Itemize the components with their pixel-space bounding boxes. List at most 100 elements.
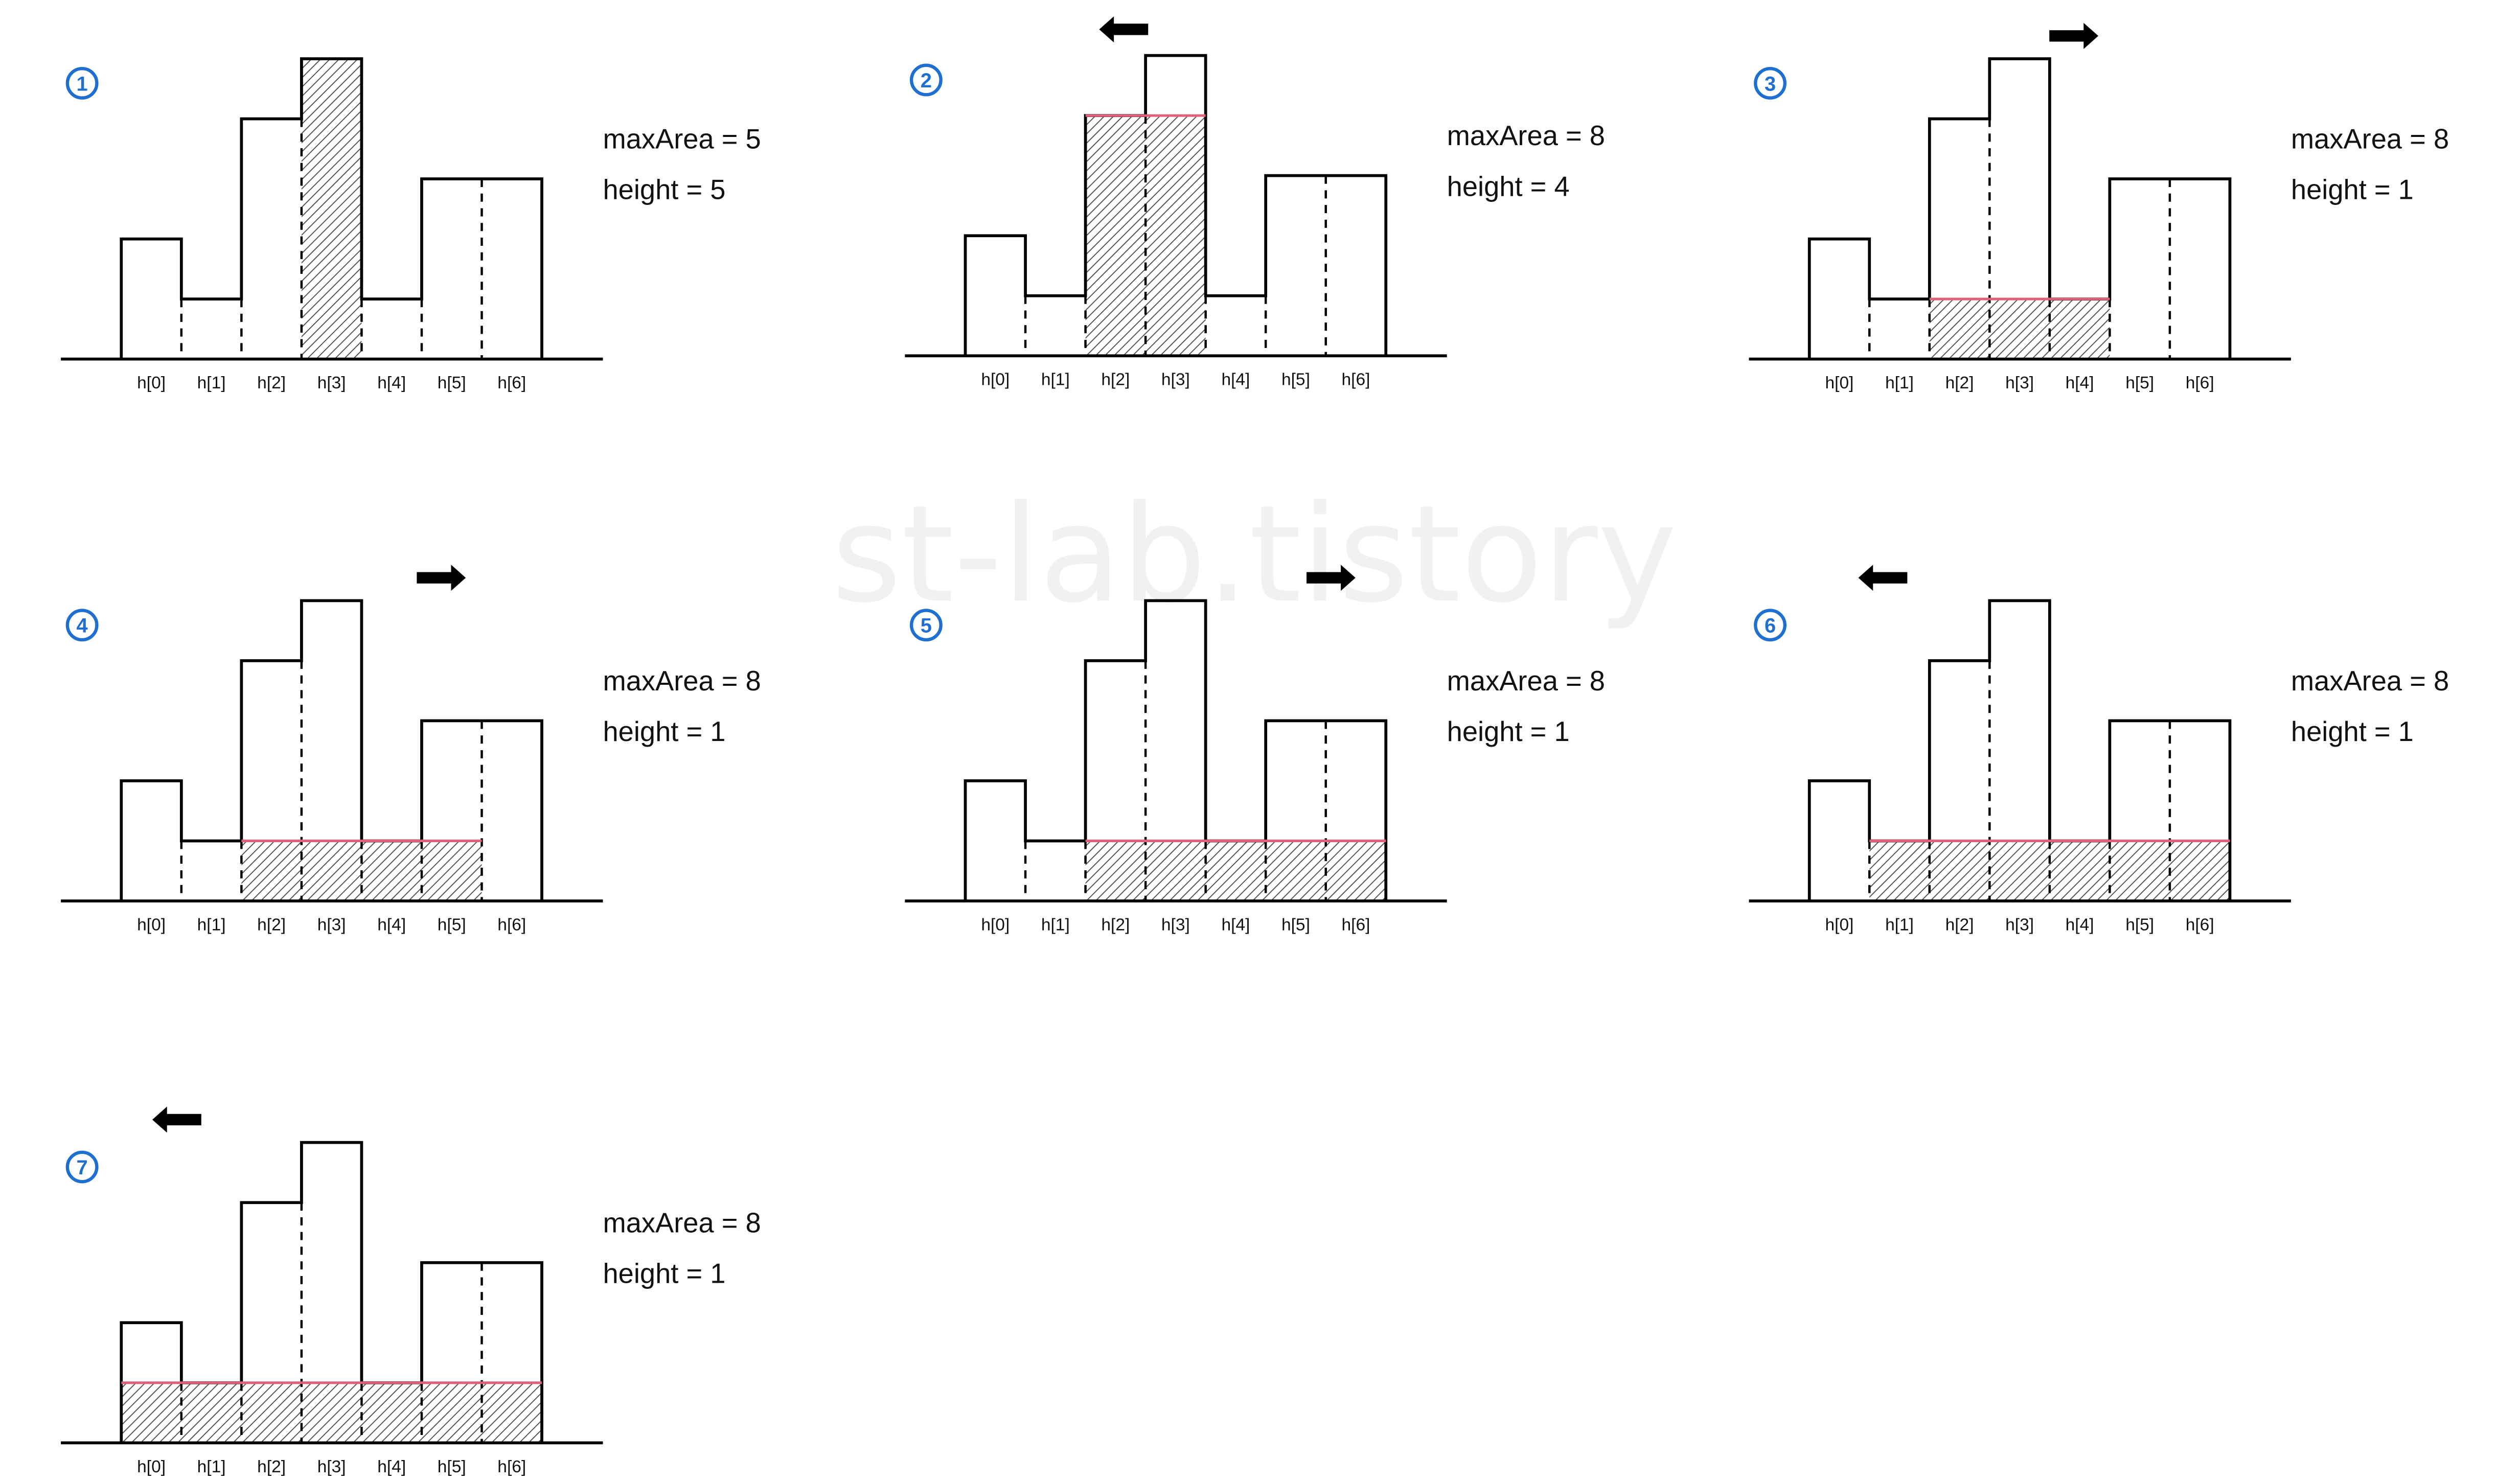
step-panel-2: h[0] h[1] h[2] h[3] h[4] h[5] h[6] 2 maxArea = 8… bbox=[905, 16, 1605, 389]
bar-label: h[2] bbox=[1101, 371, 1130, 389]
bar-label: h[2] bbox=[1945, 915, 1974, 934]
shaded-area bbox=[121, 1382, 542, 1443]
step-badge bbox=[65, 609, 99, 642]
step-number: 7 bbox=[77, 1156, 88, 1179]
bar-label: h[1] bbox=[1041, 371, 1070, 389]
bar-label: h[4] bbox=[377, 374, 406, 392]
step-panel-1: h[0] h[1] h[2] h[3] h[4] h[5] h[6] 1 maxArea = 5… bbox=[61, 57, 761, 392]
bar-label: h[4] bbox=[2066, 374, 2094, 392]
bar-label: h[0] bbox=[981, 371, 1010, 389]
bar-label: h[1] bbox=[1041, 915, 1070, 934]
step-badge bbox=[65, 66, 99, 100]
bar-label: h[5] bbox=[438, 915, 466, 934]
bars-outline bbox=[120, 599, 543, 901]
arrow-right-icon bbox=[1307, 565, 1356, 591]
bar-label: h[1] bbox=[1885, 374, 1914, 392]
bar-label: h[0] bbox=[1825, 374, 1854, 392]
height-text: height = 4 bbox=[1447, 171, 1570, 202]
bar-label: h[2] bbox=[1101, 915, 1130, 934]
height-text: height = 1 bbox=[603, 716, 725, 747]
step-number: 3 bbox=[1765, 73, 1776, 95]
bars-outline bbox=[1807, 57, 2232, 359]
max-area-text: maxArea = 8 bbox=[2291, 124, 2449, 155]
step-number: 6 bbox=[1765, 615, 1776, 637]
max-area-text: maxArea = 8 bbox=[1447, 665, 1605, 697]
arrow-right-icon bbox=[417, 565, 466, 591]
bar-label: h[0] bbox=[981, 915, 1010, 934]
bars-outline bbox=[120, 1141, 543, 1443]
bars-outline bbox=[964, 599, 1388, 901]
step-panel-6: h[0] h[1] h[2] h[3] h[4] h[5] h[6] 6 maxArea = 8… bbox=[1749, 565, 2449, 934]
bar-label: h[1] bbox=[197, 374, 226, 392]
bar-label: h[5] bbox=[2125, 915, 2154, 934]
bar-label: h[1] bbox=[1885, 915, 1914, 934]
height-text: height = 1 bbox=[1447, 716, 1570, 747]
step-panel-7: h[0] h[1] h[2] h[3] h[4] h[5] h[6] 7 maxArea = 8… bbox=[61, 1106, 761, 1476]
bar-label: h[0] bbox=[137, 374, 166, 392]
height-text: height = 5 bbox=[603, 174, 725, 205]
bar-label: h[5] bbox=[438, 1457, 466, 1476]
step-panel-5: h[0] h[1] h[2] h[3] h[4] h[5] h[6] 5 maxArea = 8… bbox=[905, 565, 1605, 934]
bar-label: h[2] bbox=[257, 374, 286, 392]
bar-label: h[5] bbox=[1281, 915, 1310, 934]
bar-label: h[5] bbox=[1281, 371, 1310, 389]
bars-outline bbox=[120, 57, 543, 359]
arrow-left-icon bbox=[1099, 16, 1149, 43]
bar-label: h[3] bbox=[317, 1457, 346, 1476]
max-area-text: maxArea = 5 bbox=[603, 124, 761, 155]
bar-label: h[2] bbox=[257, 915, 286, 934]
bar-label: h[1] bbox=[197, 1457, 226, 1476]
bar-label: h[6] bbox=[2186, 915, 2214, 934]
max-area-text: maxArea = 8 bbox=[2291, 665, 2449, 697]
step-badge bbox=[909, 63, 943, 97]
bar-label: h[0] bbox=[137, 1457, 166, 1476]
bar-label: h[1] bbox=[197, 915, 226, 934]
step-number: 2 bbox=[921, 70, 932, 92]
max-area-text: maxArea = 8 bbox=[1447, 120, 1605, 151]
bars-outline bbox=[1807, 599, 2232, 901]
bar-label: h[3] bbox=[1161, 371, 1190, 389]
step-badge bbox=[909, 609, 943, 642]
bar-label: h[6] bbox=[497, 374, 526, 392]
bar-label: h[6] bbox=[1342, 371, 1370, 389]
bar-label: h[4] bbox=[377, 915, 406, 934]
watermark: st-lab.tistory bbox=[832, 476, 1677, 632]
max-area-text: maxArea = 8 bbox=[603, 665, 761, 697]
step-panel-3: h[0] h[1] h[2] h[3] h[4] h[5] h[6] 3 maxArea = 8… bbox=[1749, 22, 2449, 392]
step-badge bbox=[1754, 609, 1787, 642]
shaded-area bbox=[301, 58, 362, 359]
bar-label: h[4] bbox=[2066, 915, 2094, 934]
bar-label: h[3] bbox=[2005, 915, 2034, 934]
bar-label: h[3] bbox=[2005, 374, 2034, 392]
shaded-area bbox=[1929, 299, 2110, 359]
bar-label: h[6] bbox=[1342, 915, 1370, 934]
bar-label: h[0] bbox=[1825, 915, 1854, 934]
bar-label: h[6] bbox=[2186, 374, 2214, 392]
step-panel-4: h[0] h[1] h[2] h[3] h[4] h[5] h[6] 4 maxArea = 8… bbox=[61, 565, 761, 934]
bar-label: h[4] bbox=[377, 1457, 406, 1476]
bar-label: h[3] bbox=[1161, 915, 1190, 934]
height-text: height = 1 bbox=[2291, 174, 2414, 205]
arrow-left-icon bbox=[152, 1106, 201, 1133]
bar-label: h[2] bbox=[1945, 374, 1974, 392]
bar-label: h[4] bbox=[1221, 371, 1250, 389]
step-badge bbox=[65, 1150, 99, 1184]
arrow-right-icon bbox=[2049, 22, 2099, 49]
bar-label: h[5] bbox=[2125, 374, 2154, 392]
bar-label: h[3] bbox=[317, 374, 346, 392]
bar-label: h[6] bbox=[497, 915, 526, 934]
bar-label: h[4] bbox=[1221, 915, 1250, 934]
bar-label: h[6] bbox=[497, 1457, 526, 1476]
height-text: height = 1 bbox=[603, 1258, 725, 1289]
shaded-area bbox=[1085, 841, 1386, 901]
step-badge bbox=[1754, 66, 1787, 100]
bar-label: h[0] bbox=[137, 915, 166, 934]
arrow-left-icon bbox=[1858, 565, 1908, 591]
bar-label: h[2] bbox=[257, 1457, 286, 1476]
step-number: 5 bbox=[921, 615, 932, 637]
bar-label: h[3] bbox=[317, 915, 346, 934]
step-number: 1 bbox=[77, 73, 88, 95]
bars-outline bbox=[964, 54, 1388, 356]
max-area-text: maxArea = 8 bbox=[603, 1207, 761, 1238]
